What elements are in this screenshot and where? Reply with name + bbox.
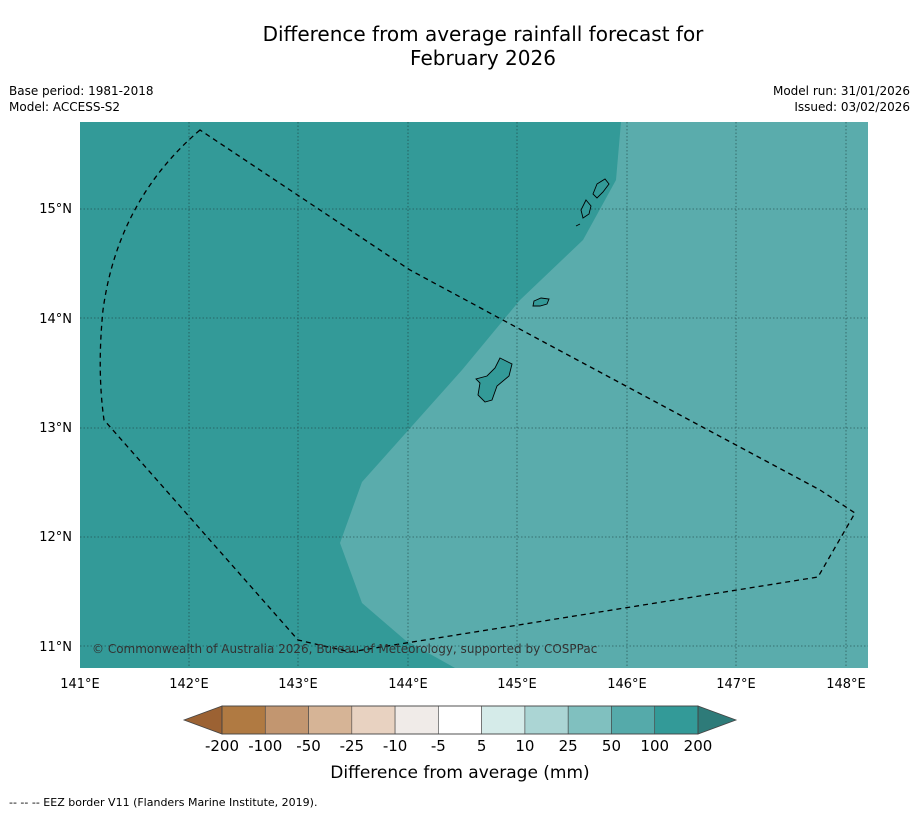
colorbar-tick-labels: -200 -100 -50 -25 -10 -5 5 10 25 50 100 200 — [205, 737, 712, 755]
lat-label-15: 15°N — [39, 202, 72, 217]
copyright-text: © Commonwealth of Australia 2026, Bureau… — [92, 642, 597, 656]
colorbar-over-arrow — [697, 705, 738, 735]
island-rota — [532, 297, 550, 307]
eez-footnote: -- -- -- EEZ border V11 (Flanders Marine… — [9, 796, 318, 809]
title-line-2: February 2026 — [410, 46, 556, 70]
lon-label-144: 144°E — [388, 677, 428, 692]
model-name: Model: ACCESS-S2 — [9, 100, 121, 114]
gridlines — [80, 122, 868, 668]
colorbar-segment — [308, 705, 353, 735]
latitude-labels: 15°N 14°N 13°N 12°N 11°N — [39, 202, 72, 655]
colorbar: -200 -100 -50 -25 -10 -5 5 10 25 50 100 200 Differe… — [182, 705, 738, 783]
lon-label-148: 148°E — [826, 677, 866, 692]
island-aguijan — [575, 223, 581, 227]
island-tinian — [580, 199, 592, 219]
model-run: Model run: 31/01/2026 — [772, 84, 910, 98]
lon-label-146: 146°E — [607, 677, 647, 692]
lon-label-141: 141°E — [60, 677, 100, 692]
colorbar-segment — [438, 705, 482, 735]
eez-border — [99, 129, 856, 653]
meta-right: Model run: 31/01/2026 Issued: 03/02/2026 — [773, 83, 910, 115]
colorbar-segment — [524, 705, 569, 735]
colorbar-title: Difference from average (mm) — [330, 763, 589, 783]
lat-label-13: 13°N — [39, 421, 72, 436]
colorbar-under-arrow — [182, 705, 223, 735]
longitude-labels: 141°E 142°E 143°E 144°E 145°E 146°E 147°… — [60, 677, 866, 692]
lat-label-11: 11°N — [39, 640, 72, 655]
colorbar-segment — [351, 705, 396, 735]
colorbar-segments — [221, 705, 699, 735]
map-panel: © Commonwealth of Australia 2026, Bureau… — [80, 122, 868, 668]
colorbar-segment — [481, 705, 526, 735]
colorbar-tick-label: -200 — [205, 737, 239, 755]
island-saipan — [592, 178, 610, 199]
lat-label-14: 14°N — [39, 312, 72, 327]
colorbar-tick-label: -25 — [340, 737, 365, 755]
colorbar-tick-label: -100 — [248, 737, 282, 755]
colorbar-segment — [611, 705, 656, 735]
colorbar-segment — [394, 705, 439, 735]
lon-label-145: 145°E — [497, 677, 537, 692]
title-line-1: Difference from average rainfall forecas… — [262, 22, 704, 46]
colorbar-tick-label: 50 — [602, 737, 621, 755]
colorbar-tick-label: -5 — [431, 737, 446, 755]
issued-date: Issued: 03/02/2026 — [794, 100, 910, 114]
colorbar-segment — [654, 705, 699, 735]
colorbar-tick-label: -10 — [383, 737, 408, 755]
colorbar-tick-label: -50 — [296, 737, 321, 755]
lon-label-143: 143°E — [278, 677, 318, 692]
colorbar-tick-label: 10 — [515, 737, 534, 755]
colorbar-tick-label: 200 — [684, 737, 713, 755]
island-guam — [475, 357, 513, 403]
colorbar-tick-label: 25 — [559, 737, 578, 755]
colorbar-frame — [221, 705, 699, 735]
colorbar-segment — [221, 705, 266, 735]
lon-label-147: 147°E — [716, 677, 756, 692]
colorbar-segment — [567, 705, 612, 735]
colorbar-tick-label: 100 — [640, 737, 669, 755]
lat-label-12: 12°N — [39, 530, 72, 545]
chart-title: Difference from average rainfall forecas… — [0, 22, 919, 70]
colorbar-tick-label: 5 — [477, 737, 487, 755]
base-period: Base period: 1981-2018 — [9, 84, 154, 98]
meta-left: Base period: 1981-2018 Model: ACCESS-S2 — [9, 83, 154, 115]
lon-label-142: 142°E — [169, 677, 209, 692]
colorbar-segment — [264, 705, 309, 735]
islands — [475, 178, 610, 403]
